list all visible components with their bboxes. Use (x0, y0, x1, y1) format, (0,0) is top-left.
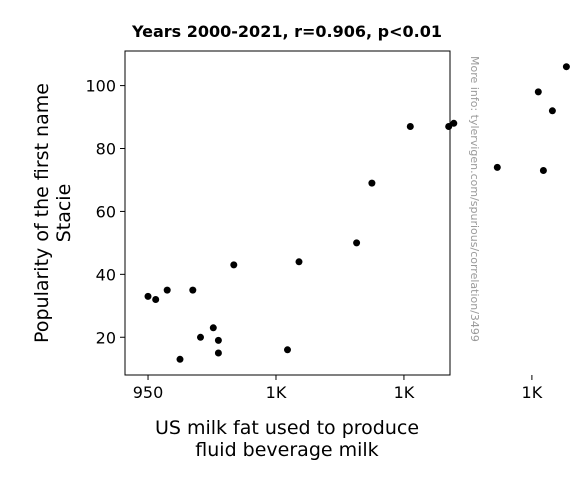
data-point (197, 333, 204, 341)
y-tick-label: 80 (96, 140, 116, 159)
data-point (144, 292, 152, 300)
data-points (144, 63, 570, 363)
y-axis-label-line-1: Popularity of the first name (31, 83, 53, 343)
y-tick-label: 20 (96, 328, 116, 347)
y-tick-label: 60 (96, 202, 116, 221)
data-point (214, 336, 222, 344)
data-point (406, 123, 414, 130)
data-point (163, 286, 171, 294)
data-point (209, 324, 217, 332)
data-point (214, 349, 222, 357)
x-axis-ticks: 950 1K 1K 1K (133, 375, 543, 402)
data-point (284, 346, 291, 354)
data-point (548, 107, 556, 115)
x-axis-label-line-1: US milk fat used to produce (155, 417, 419, 439)
x-tick-label: 950 (133, 383, 164, 402)
data-point (562, 63, 570, 71)
x-tick-label: 1K (266, 383, 287, 402)
data-point (539, 167, 547, 174)
y-tick-label: 100 (85, 77, 116, 96)
x-axis-label-line-2: fluid beverage milk (195, 439, 378, 461)
data-point (295, 258, 303, 266)
data-point (230, 261, 238, 269)
chart-title: Years 2000-2021, r=0.906, p<0.01 (131, 22, 442, 41)
data-point (189, 286, 197, 294)
data-point (493, 163, 501, 171)
data-point (368, 179, 376, 187)
data-point (176, 355, 184, 363)
y-tick-label: 40 (96, 265, 116, 284)
data-point (353, 239, 361, 247)
data-point (450, 119, 458, 127)
y-axis-ticks: 20 40 60 80 100 (85, 77, 125, 347)
y-axis-label-line-2: Stacie (53, 184, 75, 243)
x-tick-label: 1K (394, 383, 415, 402)
source-credit: More info: tylervigen.com/spurious/corre… (468, 56, 481, 342)
plot-frame (124, 50, 451, 376)
data-point (152, 296, 160, 303)
data-point (534, 88, 542, 96)
x-tick-label: 1K (522, 383, 543, 402)
